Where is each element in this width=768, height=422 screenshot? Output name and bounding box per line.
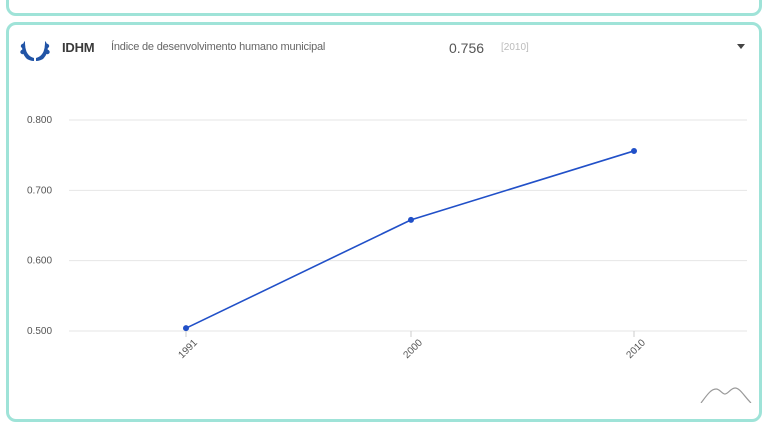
caret-down-icon[interactable] [737, 44, 745, 49]
y-axis-ticks: 0.800 0.700 0.600 0.500 [27, 115, 52, 337]
mountain-sparkline-icon[interactable] [700, 387, 752, 403]
y-tick-label: 0.600 [27, 256, 52, 267]
grid-lines [69, 119, 747, 332]
y-tick-label: 0.500 [27, 326, 52, 337]
series-layer [183, 147, 637, 332]
x-axis-ticks: 1991 2000 2010 [176, 331, 648, 361]
indicator-abbreviation: IDHM [62, 40, 95, 55]
data-point[interactable] [408, 216, 414, 223]
y-tick-label: 0.700 [27, 185, 52, 196]
card-header: IDHM Índice de desenvolvimento humano mu… [9, 25, 759, 77]
x-tick-label: 2000 [401, 337, 425, 361]
indicator-year: [2010] [501, 42, 529, 53]
data-point[interactable] [183, 325, 189, 332]
data-point[interactable] [631, 147, 637, 154]
idhm-card: IDHM Índice de desenvolvimento humano mu… [6, 22, 762, 422]
y-tick-label: 0.800 [27, 115, 52, 126]
idhm-line-chart: 0.800 0.700 0.600 0.500 1991 2000 2010 [27, 115, 752, 403]
series-line [185, 150, 635, 329]
x-tick-label: 1991 [176, 337, 200, 361]
laurel-wreath-icon [20, 41, 50, 61]
indicator-value: 0.756 [449, 40, 485, 56]
previous-card [6, 0, 762, 16]
x-tick-label: 2010 [624, 337, 648, 361]
indicator-full-name: Índice de desenvolvimento humano municip… [111, 41, 326, 53]
